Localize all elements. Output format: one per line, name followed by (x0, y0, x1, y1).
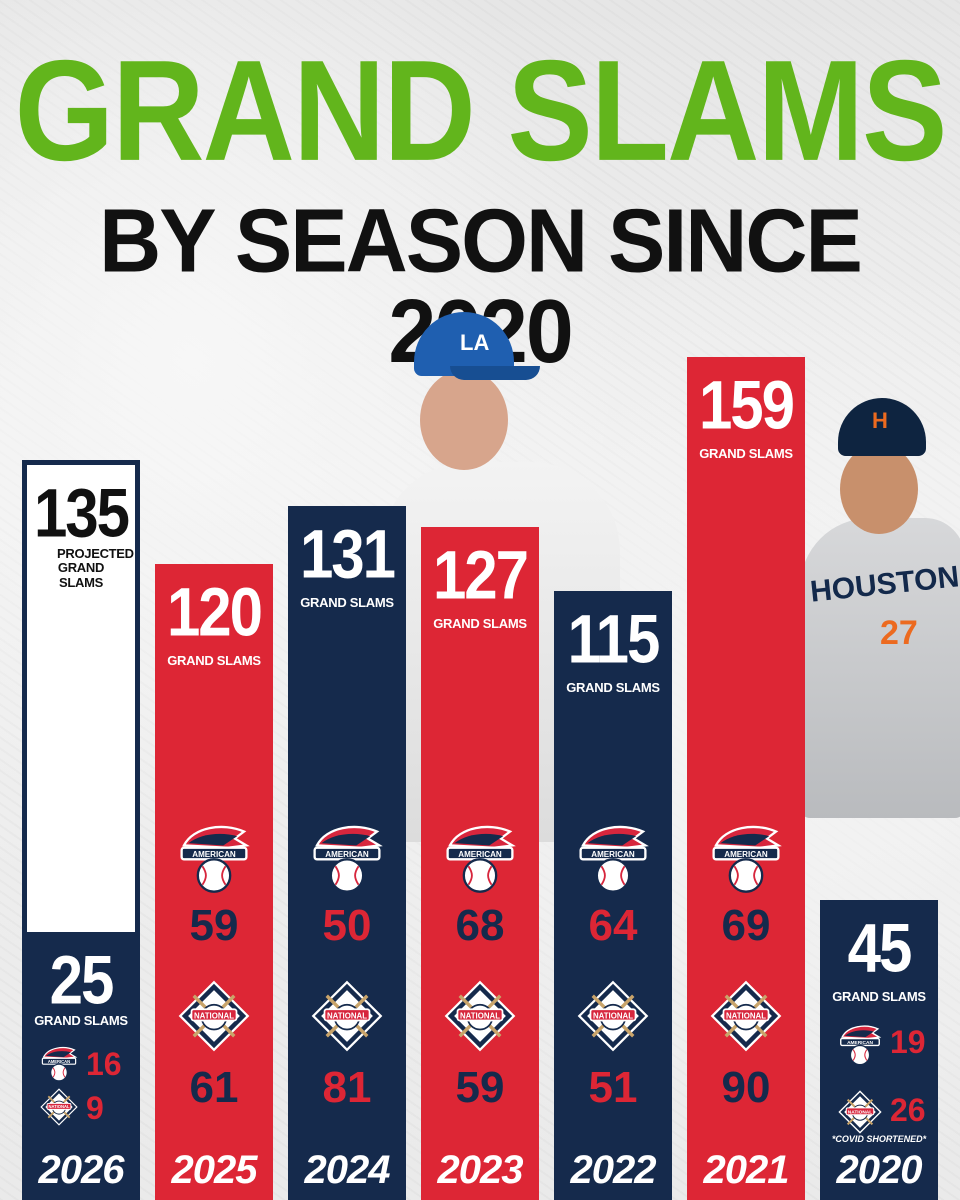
bar-2024-total: 131 (299, 515, 396, 593)
bar-2026-nl-value: 9 (86, 1090, 104, 1126)
bar-2026-al-row: AMERICAN 16 (22, 1044, 140, 1084)
bar-2021-nl-value: 90 (721, 1062, 771, 1112)
bar-2020-al-row: AMERICAN 19 (820, 1022, 938, 1066)
bar-2025-year: 2025 (171, 1148, 258, 1192)
bar-2023: 127 GRAND SLAMS AMERICAN 68 NATIONAL 59 2023 (421, 526, 539, 1200)
bar-2025-nl-value: 61 (189, 1063, 239, 1112)
svg-text:AMERICAN: AMERICAN (458, 850, 502, 859)
bar-2020-total: 45 (847, 909, 913, 987)
bar-2020-nl-row: NATIONAL 26 (820, 1090, 938, 1134)
bar-2024: 131 GRAND SLAMS AMERICAN 50 NATIONAL 81 2024 (288, 505, 406, 1200)
svg-text:NATIONAL: NATIONAL (48, 1104, 70, 1109)
bar-2025: 120 GRAND SLAMS AMERICAN 59 NATIONAL 61 2025 (155, 564, 273, 1200)
astros-player-image: HOUSTON 27 H (800, 398, 960, 818)
american-league-icon: AMERICAN (177, 820, 251, 899)
svg-text:NATIONAL: NATIONAL (848, 1109, 872, 1115)
bar-2026-total: 135 (33, 474, 130, 552)
bar-2023-total: 127 (432, 536, 529, 614)
bar-2022-nl-value: 51 (588, 1063, 638, 1112)
bar-2022-year: 2022 (570, 1148, 657, 1192)
bar-2020: 45 GRAND SLAMS AMERICAN 19 NATIONAL 26 *COVID … (820, 900, 938, 1200)
bar-2026-label: PROJECTED GRAND SLAMS (57, 546, 134, 590)
american-league-icon: AMERICAN (838, 1022, 882, 1071)
american-league-icon: AMERICAN (40, 1044, 78, 1087)
svg-text:AMERICAN: AMERICAN (48, 1059, 70, 1064)
bar-2026-actual-total: 25 (49, 941, 115, 1019)
bar-2020-year: 2020 (836, 1148, 923, 1192)
svg-text:AMERICAN: AMERICAN (591, 850, 635, 859)
bar-2025-al-value: 59 (189, 901, 239, 950)
bar-2026-actual-label: GRAND SLAMS (34, 1013, 128, 1028)
bar-2026-nl-row: NATIONAL 9 (22, 1088, 140, 1128)
bar-2020-al-value: 19 (890, 1024, 926, 1060)
bar-2026-al-value: 16 (86, 1046, 122, 1082)
bar-2022-al-value: 64 (588, 901, 638, 950)
bar-2024-nl-value: 81 (322, 1062, 372, 1112)
svg-text:AMERICAN: AMERICAN (325, 850, 369, 859)
bar-2023-label: GRAND SLAMS (433, 615, 527, 631)
svg-text:NATIONAL: NATIONAL (726, 1011, 766, 1020)
bar-2021-al-value: 69 (721, 900, 771, 950)
national-league-icon: NATIONAL (838, 1090, 882, 1139)
national-league-icon: NATIONAL (311, 980, 383, 1057)
national-league-icon: NATIONAL (444, 980, 516, 1057)
bar-2022-total: 115 (567, 599, 661, 677)
bar-2023-al-value: 68 (455, 900, 505, 950)
bar-2022: 115 GRAND SLAMS AMERICAN 64 NATIONAL 51 2022 (554, 590, 672, 1200)
american-league-icon: AMERICAN (709, 820, 783, 899)
bar-2021-label: GRAND SLAMS (699, 446, 793, 462)
page-title: GRAND SLAMS (14, 31, 948, 192)
bar-2025-total: 120 (166, 573, 263, 651)
national-league-icon: NATIONAL (710, 980, 782, 1057)
svg-text:NATIONAL: NATIONAL (327, 1011, 367, 1020)
american-league-icon: AMERICAN (443, 820, 517, 899)
bar-2026-year: 2026 (38, 1148, 125, 1192)
bar-2020-nl-value: 26 (890, 1092, 926, 1128)
bar-2020-label: GRAND SLAMS (832, 989, 926, 1004)
national-league-icon: NATIONAL (40, 1088, 78, 1131)
american-league-icon: AMERICAN (576, 820, 650, 899)
bar-2020-note: *COVID SHORTENED* (831, 1134, 927, 1144)
bar-2021: 159 GRAND SLAMS AMERICAN 69 NATIONAL 90 2021 (687, 357, 805, 1200)
svg-text:NATIONAL: NATIONAL (460, 1011, 500, 1020)
bar-2023-year: 2023 (437, 1147, 524, 1192)
bar-2024-label: GRAND SLAMS (300, 594, 394, 610)
bar-2024-al-value: 50 (322, 900, 372, 950)
bar-2021-total: 159 (698, 366, 795, 444)
svg-text:AMERICAN: AMERICAN (847, 1040, 873, 1046)
svg-text:NATIONAL: NATIONAL (194, 1011, 234, 1020)
bar-2022-label: GRAND SLAMS (566, 679, 660, 695)
bar-2026-actual: 25 GRAND SLAMS AMERICAN 16 NATIONAL 9 2026 (22, 932, 140, 1200)
svg-text:AMERICAN: AMERICAN (192, 850, 236, 859)
american-league-icon: AMERICAN (310, 820, 384, 899)
bar-2025-label: GRAND SLAMS (167, 653, 261, 668)
bar-2021-year: 2021 (703, 1147, 790, 1192)
svg-text:NATIONAL: NATIONAL (593, 1011, 633, 1020)
bar-2024-year: 2024 (304, 1147, 391, 1192)
national-league-icon: NATIONAL (178, 980, 250, 1057)
bar-2023-nl-value: 59 (455, 1062, 505, 1112)
national-league-icon: NATIONAL (577, 980, 649, 1057)
svg-text:AMERICAN: AMERICAN (724, 850, 768, 859)
bar-2026-projected: 135 PROJECTED GRAND SLAMS (22, 460, 140, 932)
